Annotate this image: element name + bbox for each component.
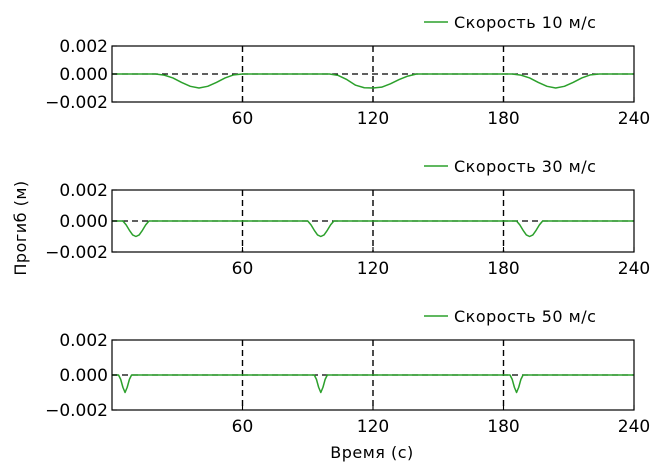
series-line — [112, 374, 634, 394]
x-axis-label: Время (с) — [330, 443, 414, 462]
x-tick-label: 180 — [487, 417, 519, 437]
x-tick-label: 120 — [357, 417, 389, 437]
x-tick-label: 180 — [487, 259, 519, 279]
legend-label: Скорость 50 м/с — [454, 307, 596, 326]
x-tick-label: 240 — [618, 259, 650, 279]
y-tick-label: 0.000 — [59, 65, 108, 85]
legend-label: Скорость 10 м/с — [454, 13, 596, 32]
y-tick-label: −0.002 — [45, 243, 108, 263]
y-tick-label: 0.002 — [59, 37, 108, 57]
x-tick-label: 60 — [232, 109, 254, 129]
x-tick-label: 240 — [618, 109, 650, 129]
x-tick-label: 180 — [487, 109, 519, 129]
x-tick-label: 240 — [618, 417, 650, 437]
y-tick-label: −0.002 — [45, 93, 108, 113]
legend-label: Скорость 30 м/с — [454, 157, 596, 176]
subplot-1: 0.002 0.000 −0.002 60 120 180 240 Скорость 10 м… — [45, 13, 650, 129]
y-tick-label: 0.002 — [59, 331, 108, 351]
legend: Скорость 30 м/с — [424, 157, 596, 176]
legend: Скорость 50 м/с — [424, 307, 596, 326]
x-tick-label: 120 — [357, 259, 389, 279]
subplot-3: 0.002 0.000 −0.002 60 120 180 240 Скорость 50 м… — [45, 307, 650, 437]
x-tick-label: 120 — [357, 109, 389, 129]
legend: Скорость 10 м/с — [424, 13, 596, 32]
y-tick-label: 0.000 — [59, 366, 108, 386]
y-axis-label: Прогиб (м) — [11, 180, 30, 275]
series-line — [112, 73, 634, 89]
x-tick-label: 60 — [232, 259, 254, 279]
y-tick-label: −0.002 — [45, 401, 108, 421]
y-tick-label: 0.000 — [59, 212, 108, 232]
y-tick-label: 0.002 — [59, 181, 108, 201]
series-line — [112, 220, 634, 238]
subplot-2: 0.002 0.000 −0.002 60 120 180 240 Скорость 30 м… — [45, 157, 650, 279]
x-tick-label: 60 — [232, 417, 254, 437]
